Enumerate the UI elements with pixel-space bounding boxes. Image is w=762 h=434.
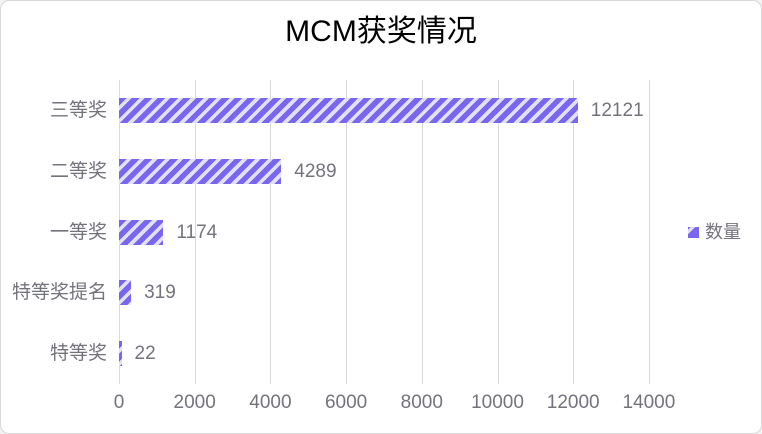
gridline [497, 80, 499, 384]
gridline [194, 80, 196, 384]
x-tick-label: 6000 [324, 392, 368, 413]
category-label: 一等奖 [49, 221, 107, 243]
bar [119, 158, 282, 184]
x-tick-label: 10000 [471, 392, 524, 413]
bar [119, 219, 164, 245]
x-tick-label: 0 [113, 392, 125, 413]
category-label: 二等奖 [49, 160, 107, 182]
legend-swatch-icon [688, 226, 699, 238]
gridline [648, 80, 650, 384]
legend-label: 数量 [705, 222, 741, 242]
bar-value-label: 12121 [590, 99, 644, 121]
bar-value-label: 4289 [294, 160, 337, 182]
x-tick-label: 12000 [546, 392, 600, 413]
gridline [421, 80, 423, 384]
legend: 数量 [688, 222, 741, 242]
bar [119, 280, 132, 306]
gridline [270, 80, 272, 384]
gridline [346, 80, 348, 384]
plot-area: 12121 4289 1174 319 22 [119, 80, 681, 384]
bar-value-label: 1174 [176, 221, 218, 243]
x-tick-label: 2000 [173, 392, 216, 413]
chart-title: MCM获奖情况 [285, 15, 477, 48]
category-label: 特等奖提名 [11, 282, 107, 304]
bar-value-label: 319 [144, 282, 176, 304]
bar [119, 341, 122, 367]
x-tick-label: 8000 [400, 392, 443, 413]
category-label: 三等奖 [49, 99, 107, 121]
bar [119, 97, 578, 123]
category-label: 特等奖 [49, 343, 107, 365]
gridline [573, 80, 575, 384]
x-tick-label: 14000 [622, 392, 676, 413]
bar-value-label: 22 [134, 343, 156, 365]
x-tick-label: 4000 [249, 392, 292, 413]
